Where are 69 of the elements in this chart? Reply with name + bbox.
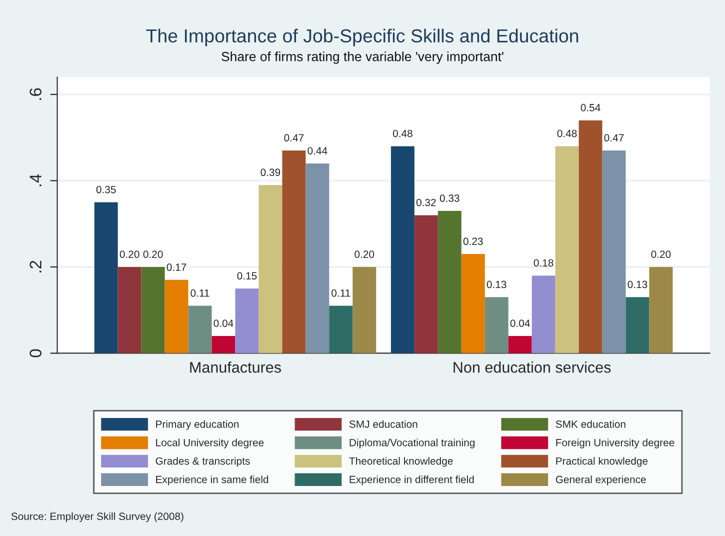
bar bbox=[258, 185, 282, 354]
data-label: 0.04 bbox=[214, 320, 234, 327]
data-label: 0.47 bbox=[284, 134, 304, 142]
data-label: 0.17 bbox=[166, 264, 186, 271]
data-label: 0.33 bbox=[440, 194, 460, 202]
x-tick-label: Non education services bbox=[454, 362, 611, 373]
legend-label: General experience bbox=[556, 476, 646, 486]
data-label: 0.48 bbox=[392, 130, 412, 138]
data-label: 0.20 bbox=[120, 250, 140, 258]
legend-label: Diploma/Vocational training bbox=[350, 438, 475, 448]
legend-label: SMJ education bbox=[349, 420, 418, 428]
bar bbox=[461, 254, 485, 354]
data-label: 0.18 bbox=[534, 259, 554, 267]
data-label: 0.20 bbox=[143, 250, 163, 258]
bar bbox=[188, 306, 212, 354]
legend-label: Local University degree bbox=[156, 438, 264, 448]
bar bbox=[508, 336, 532, 354]
bar bbox=[212, 336, 236, 354]
data-label: 0.48 bbox=[557, 130, 577, 138]
chart-title: The Importance of Job-Specific Skills and Education bbox=[146, 28, 578, 46]
bar bbox=[118, 266, 142, 354]
data-label: 0.44 bbox=[308, 147, 328, 154]
y-tick-label: .2 bbox=[30, 260, 42, 272]
y-tick-label: .4 bbox=[30, 174, 42, 186]
bar bbox=[235, 288, 259, 354]
legend-label: Practical knowledge bbox=[556, 457, 648, 467]
bar bbox=[329, 306, 353, 354]
bar bbox=[414, 215, 438, 354]
legend-label: Theoretical knowledge bbox=[349, 457, 453, 467]
chart-subtitle: Share of firms rating the variable 'very important' bbox=[222, 52, 504, 64]
data-label: 0.11 bbox=[332, 289, 350, 297]
data-label: 0.20 bbox=[651, 250, 671, 258]
legend-label: Primary education bbox=[156, 420, 239, 430]
bar bbox=[282, 150, 306, 354]
bar bbox=[390, 146, 414, 354]
bar bbox=[555, 146, 579, 354]
bar bbox=[94, 202, 118, 354]
data-label: 0.04 bbox=[510, 320, 530, 327]
data-label: 0.15 bbox=[237, 272, 257, 280]
data-label: 0.47 bbox=[604, 134, 624, 142]
bar bbox=[164, 280, 188, 354]
bar bbox=[352, 266, 376, 354]
data-label: 0.11 bbox=[190, 289, 210, 297]
bar bbox=[578, 120, 602, 354]
y-tick-label: .6 bbox=[30, 88, 42, 100]
data-label: 0.13 bbox=[628, 280, 648, 288]
source-note: Source: Employer Skill Survey (2008) bbox=[11, 512, 184, 522]
bar bbox=[649, 266, 673, 354]
y-tick-label: 0 bbox=[30, 349, 42, 358]
legend-label: Experience in different field bbox=[350, 476, 474, 486]
data-label: 0.35 bbox=[96, 186, 116, 194]
data-label: 0.32 bbox=[416, 198, 436, 206]
legend-label: Experience in same field bbox=[156, 476, 268, 486]
legend-label: Foreign University degree bbox=[556, 438, 674, 448]
legend-label: Grades & transcripts bbox=[156, 457, 250, 467]
bar bbox=[484, 297, 508, 354]
bar bbox=[141, 266, 165, 354]
bar bbox=[626, 297, 650, 354]
data-label: 0.13 bbox=[486, 280, 506, 288]
data-label: 0.20 bbox=[354, 250, 374, 258]
bar bbox=[602, 150, 626, 354]
data-label: 0.23 bbox=[463, 238, 483, 246]
data-label: 0.54 bbox=[580, 104, 600, 112]
bar bbox=[438, 210, 462, 354]
bar bbox=[306, 163, 330, 354]
x-tick-label: Manufactures bbox=[190, 362, 281, 373]
legend-label: SMK education bbox=[556, 420, 626, 428]
data-label: 0.39 bbox=[260, 168, 280, 176]
bar bbox=[532, 276, 556, 354]
